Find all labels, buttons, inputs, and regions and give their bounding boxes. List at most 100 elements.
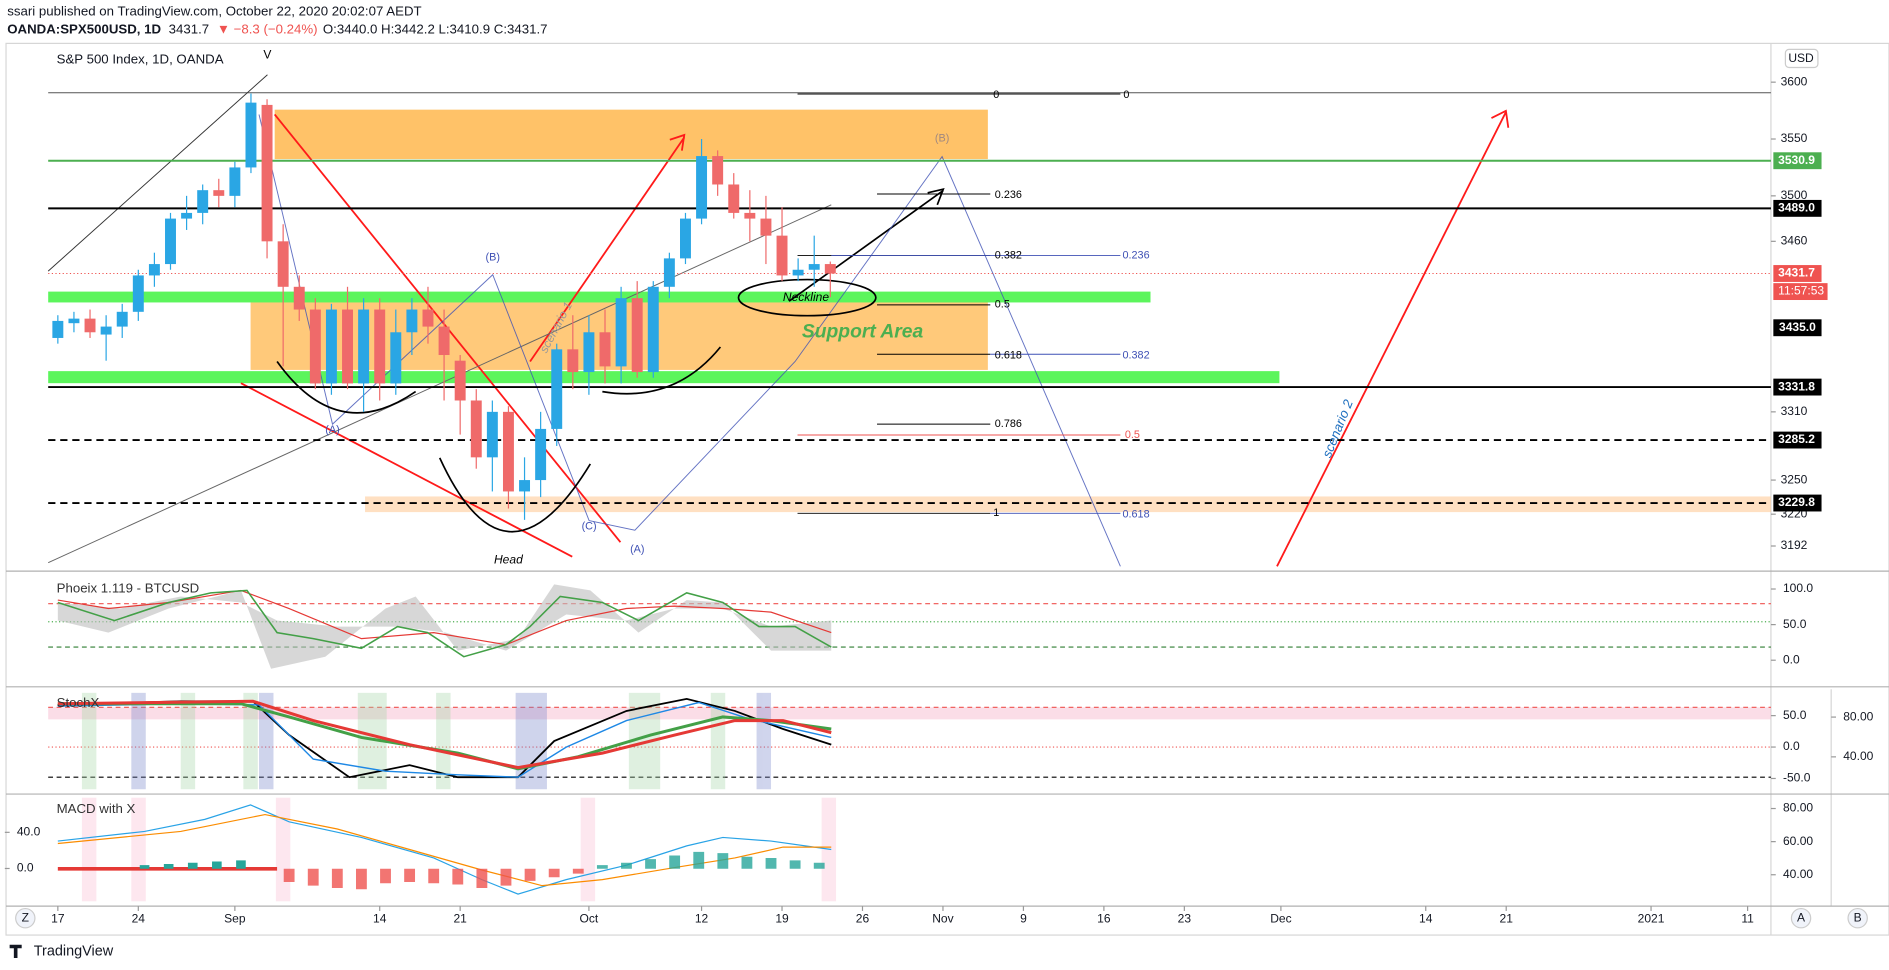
trend-line bbox=[47, 74, 268, 272]
annotation: Support Area bbox=[802, 322, 924, 343]
indicator-line bbox=[57, 589, 832, 658]
y-tick-label: 3550 bbox=[1781, 131, 1808, 145]
y-tick-label: 0.0 bbox=[17, 861, 34, 875]
trend-line bbox=[47, 204, 832, 564]
y-tick-label: 3600 bbox=[1781, 74, 1808, 88]
head-curve bbox=[438, 457, 592, 533]
resistance-zone bbox=[274, 109, 988, 160]
candle-body bbox=[486, 411, 498, 458]
candle-body bbox=[519, 480, 531, 492]
fib-lines bbox=[797, 93, 1121, 514]
annotation: V bbox=[263, 48, 271, 62]
candle-body bbox=[470, 400, 482, 458]
axis-button-label[interactable]: B bbox=[1854, 910, 1862, 924]
candle-body bbox=[679, 218, 691, 259]
level-badge bbox=[1773, 265, 1822, 282]
candle-body bbox=[406, 309, 418, 333]
y-tick-label: 0.0 bbox=[1783, 652, 1800, 666]
y-tick-label: 3310 bbox=[1781, 404, 1808, 418]
candle-body bbox=[760, 218, 772, 236]
symbol: OANDA:SPX500USD, 1D bbox=[7, 22, 161, 37]
currency-badge[interactable] bbox=[1784, 48, 1819, 69]
x-tick-label: 21 bbox=[1500, 912, 1514, 926]
frame bbox=[5, 42, 1889, 936]
axis-button[interactable] bbox=[1847, 907, 1868, 929]
candle-body bbox=[132, 275, 144, 312]
signal-column bbox=[275, 797, 291, 902]
annotation: (B) bbox=[486, 252, 500, 264]
x-tick-label: 21 bbox=[453, 912, 467, 926]
level-badge bbox=[1773, 431, 1822, 449]
candle-body bbox=[84, 318, 96, 333]
candle-body bbox=[309, 309, 321, 384]
arrow-head bbox=[927, 188, 945, 206]
candle-body bbox=[390, 332, 402, 384]
y-tick-label: 3192 bbox=[1781, 538, 1808, 552]
x-tick-label: Dec bbox=[1270, 912, 1291, 926]
candle-body bbox=[808, 264, 820, 270]
macd-hist bbox=[283, 868, 584, 890]
signal-column bbox=[131, 797, 146, 902]
annotation: 0 bbox=[1123, 89, 1129, 101]
pane-title: StochX bbox=[57, 695, 100, 710]
y-tick-label: 3460 bbox=[1781, 234, 1808, 248]
demand-zone bbox=[365, 496, 1771, 513]
candle-body bbox=[261, 104, 273, 242]
candle-body bbox=[100, 326, 112, 335]
chart-title: S&P 500 Index, 1D, OANDA bbox=[57, 52, 224, 67]
y2-tick-label: 40.00 bbox=[1843, 749, 1873, 763]
candle-body bbox=[599, 332, 611, 367]
axis-button[interactable] bbox=[1790, 907, 1812, 929]
x-tick-label: Sep bbox=[224, 912, 246, 926]
x-tick-label: 14 bbox=[373, 912, 387, 926]
x-tick-label: 23 bbox=[1178, 912, 1192, 926]
shoulder-curve bbox=[276, 361, 417, 414]
candle-body bbox=[181, 212, 193, 219]
candle-body bbox=[358, 309, 370, 384]
annotation: Head bbox=[494, 552, 524, 566]
annotation: 0.5 bbox=[1125, 429, 1140, 441]
currency[interactable]: USD bbox=[1788, 51, 1814, 65]
indicator-plots bbox=[48, 584, 1771, 902]
annotation: Neckline bbox=[783, 290, 829, 304]
y-tick-label: 40.0 bbox=[17, 825, 41, 839]
level-label: 3285.2 bbox=[1778, 432, 1815, 446]
macd-hist bbox=[139, 860, 246, 869]
y-tick-label: 3250 bbox=[1781, 472, 1808, 486]
axis-button-label[interactable]: A bbox=[1797, 910, 1805, 924]
x-tick-label: 24 bbox=[132, 912, 146, 926]
candle-body bbox=[696, 156, 708, 219]
change: ▼ −8.3 (−0.24%) bbox=[217, 22, 318, 37]
pane-title: Phoeix 1.119 - BTCUSD bbox=[57, 581, 200, 596]
candle-body bbox=[438, 326, 450, 356]
annotation: 0.382 bbox=[1122, 349, 1149, 361]
x-tick-label: 17 bbox=[51, 912, 65, 926]
last-price: 3431.7 bbox=[169, 22, 210, 37]
annotation: 0.786 bbox=[995, 418, 1022, 430]
candle-body bbox=[68, 318, 80, 324]
annotation: 0.236 bbox=[1122, 249, 1149, 261]
candle-body bbox=[342, 309, 353, 384]
candle-body bbox=[824, 264, 836, 274]
candle-body bbox=[712, 156, 724, 185]
candle-body bbox=[325, 309, 337, 384]
annotation: (C) bbox=[582, 520, 597, 532]
annotation: 0.236 bbox=[995, 189, 1022, 201]
arrow-head bbox=[669, 133, 686, 151]
x-tick-label: Oct bbox=[580, 912, 599, 926]
candle-body bbox=[647, 286, 659, 373]
overbought-zone bbox=[48, 707, 1771, 720]
axis-button-label[interactable]: Z bbox=[22, 910, 29, 924]
axis-button[interactable] bbox=[15, 907, 36, 929]
candle-body bbox=[663, 258, 675, 287]
candle-body bbox=[792, 269, 804, 276]
green-band bbox=[48, 291, 1151, 303]
candle-body bbox=[728, 184, 740, 213]
countdown-badge bbox=[1773, 283, 1828, 301]
candle-body bbox=[148, 264, 160, 276]
candle-body bbox=[631, 298, 643, 373]
macd-hist bbox=[596, 851, 825, 869]
y-tick-label: 50.0 bbox=[1783, 617, 1807, 631]
arrow-head bbox=[1491, 109, 1510, 128]
candle-body bbox=[422, 309, 434, 327]
